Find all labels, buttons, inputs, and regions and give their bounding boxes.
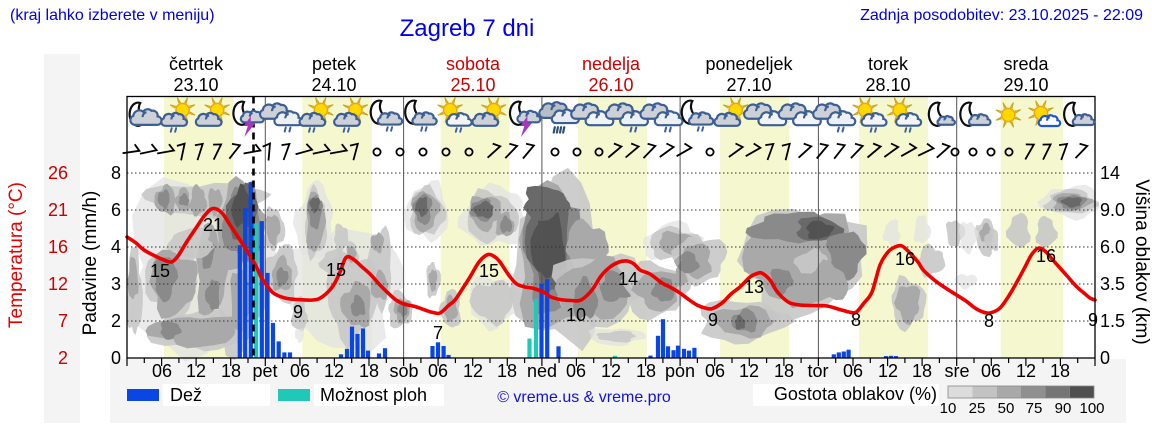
svg-text:8: 8: [851, 310, 861, 330]
svg-text:14: 14: [618, 269, 638, 289]
svg-text:Temperatura (°C): Temperatura (°C): [6, 182, 27, 328]
svg-text:06: 06: [290, 361, 310, 381]
svg-text:24.10: 24.10: [311, 75, 356, 95]
svg-text:06: 06: [428, 361, 448, 381]
svg-text:četrtek: četrtek: [169, 54, 224, 74]
svg-text:12: 12: [186, 361, 206, 381]
svg-text:0: 0: [1100, 348, 1110, 368]
svg-text:nedelja: nedelja: [582, 54, 641, 74]
svg-text:Gostota oblakov (%): Gostota oblakov (%): [774, 384, 937, 404]
svg-text:14: 14: [1100, 163, 1120, 183]
svg-text:12: 12: [463, 361, 483, 381]
svg-text:21: 21: [48, 200, 68, 220]
svg-text:13: 13: [744, 277, 764, 297]
svg-text:15: 15: [326, 260, 346, 280]
svg-text:50: 50: [998, 400, 1015, 417]
svg-text:2: 2: [111, 311, 121, 331]
svg-text:18: 18: [1050, 361, 1070, 381]
svg-text:26: 26: [48, 163, 68, 183]
svg-text:0: 0: [111, 348, 121, 368]
svg-text:25: 25: [969, 400, 986, 417]
svg-text:9: 9: [1088, 310, 1098, 330]
svg-text:18: 18: [912, 361, 932, 381]
svg-text:16: 16: [895, 249, 915, 269]
svg-text:sre: sre: [944, 361, 969, 381]
svg-text:8: 8: [111, 163, 121, 183]
svg-text:06: 06: [843, 361, 863, 381]
svg-text:Zadnja posodobitev: 23.10.2025: Zadnja posodobitev: 23.10.2025 - 22:09: [860, 7, 1143, 24]
svg-text:pet: pet: [252, 361, 277, 381]
svg-text:21: 21: [203, 215, 223, 235]
svg-text:16: 16: [1036, 246, 1056, 266]
svg-text:18: 18: [774, 361, 794, 381]
svg-text:(kraj lahko izberete v meniju): (kraj lahko izberete v meniju): [10, 7, 215, 24]
svg-text:100: 100: [1079, 400, 1104, 417]
svg-text:8: 8: [984, 311, 994, 331]
svg-text:3: 3: [111, 274, 121, 294]
svg-text:Višina oblakov (km): Višina oblakov (km): [1131, 179, 1152, 344]
svg-text:23.10: 23.10: [173, 75, 218, 95]
svg-text:7: 7: [58, 311, 68, 331]
svg-text:06: 06: [981, 361, 1001, 381]
svg-text:9: 9: [293, 302, 303, 322]
svg-text:29.10: 29.10: [1003, 75, 1048, 95]
svg-text:12: 12: [1016, 361, 1036, 381]
svg-text:Zagreb 7 dni: Zagreb 7 dni: [400, 15, 535, 42]
svg-text:28.10: 28.10: [865, 75, 910, 95]
svg-text:petek: petek: [312, 54, 357, 74]
svg-text:pon: pon: [665, 361, 695, 381]
svg-text:6: 6: [111, 200, 121, 220]
svg-text:12: 12: [48, 274, 68, 294]
svg-text:1.5: 1.5: [1100, 311, 1125, 331]
svg-text:16: 16: [48, 237, 68, 257]
svg-text:12: 12: [739, 361, 759, 381]
svg-text:25.10: 25.10: [450, 75, 495, 95]
svg-text:sob: sob: [389, 361, 418, 381]
svg-text:06: 06: [152, 361, 172, 381]
svg-text:6.0: 6.0: [1100, 237, 1125, 257]
svg-text:9: 9: [708, 310, 718, 330]
svg-text:2: 2: [58, 348, 68, 368]
svg-text:3.5: 3.5: [1100, 274, 1125, 294]
svg-text:15: 15: [479, 261, 499, 281]
svg-text:06: 06: [705, 361, 725, 381]
svg-text:75: 75: [1026, 400, 1043, 417]
svg-text:12: 12: [324, 361, 344, 381]
svg-text:27.10: 27.10: [726, 75, 771, 95]
svg-text:15: 15: [150, 261, 170, 281]
svg-text:sreda: sreda: [1003, 54, 1049, 74]
svg-text:18: 18: [221, 361, 241, 381]
svg-text:26.10: 26.10: [588, 75, 633, 95]
svg-text:© vreme.us & vreme.pro: © vreme.us & vreme.pro: [497, 389, 671, 406]
svg-text:18: 18: [497, 361, 517, 381]
svg-text:7: 7: [433, 323, 443, 343]
svg-text:12: 12: [878, 361, 898, 381]
svg-text:torek: torek: [868, 54, 909, 74]
svg-text:Padavine (mm/h): Padavine (mm/h): [80, 191, 101, 336]
svg-text:Možnost ploh: Možnost ploh: [320, 385, 427, 405]
svg-text:10: 10: [566, 305, 586, 325]
svg-text:sobota: sobota: [446, 54, 501, 74]
svg-text:18: 18: [636, 361, 656, 381]
svg-text:10: 10: [940, 400, 957, 417]
svg-text:Dež: Dež: [170, 385, 202, 405]
svg-text:ned: ned: [527, 361, 557, 381]
svg-text:tor: tor: [807, 361, 828, 381]
svg-text:06: 06: [566, 361, 586, 381]
svg-text:12: 12: [601, 361, 621, 381]
svg-text:9.0: 9.0: [1100, 200, 1125, 220]
svg-text:ponedeljek: ponedeljek: [705, 54, 793, 74]
svg-text:90: 90: [1055, 400, 1072, 417]
svg-text:18: 18: [359, 361, 379, 381]
svg-text:4: 4: [111, 237, 121, 257]
